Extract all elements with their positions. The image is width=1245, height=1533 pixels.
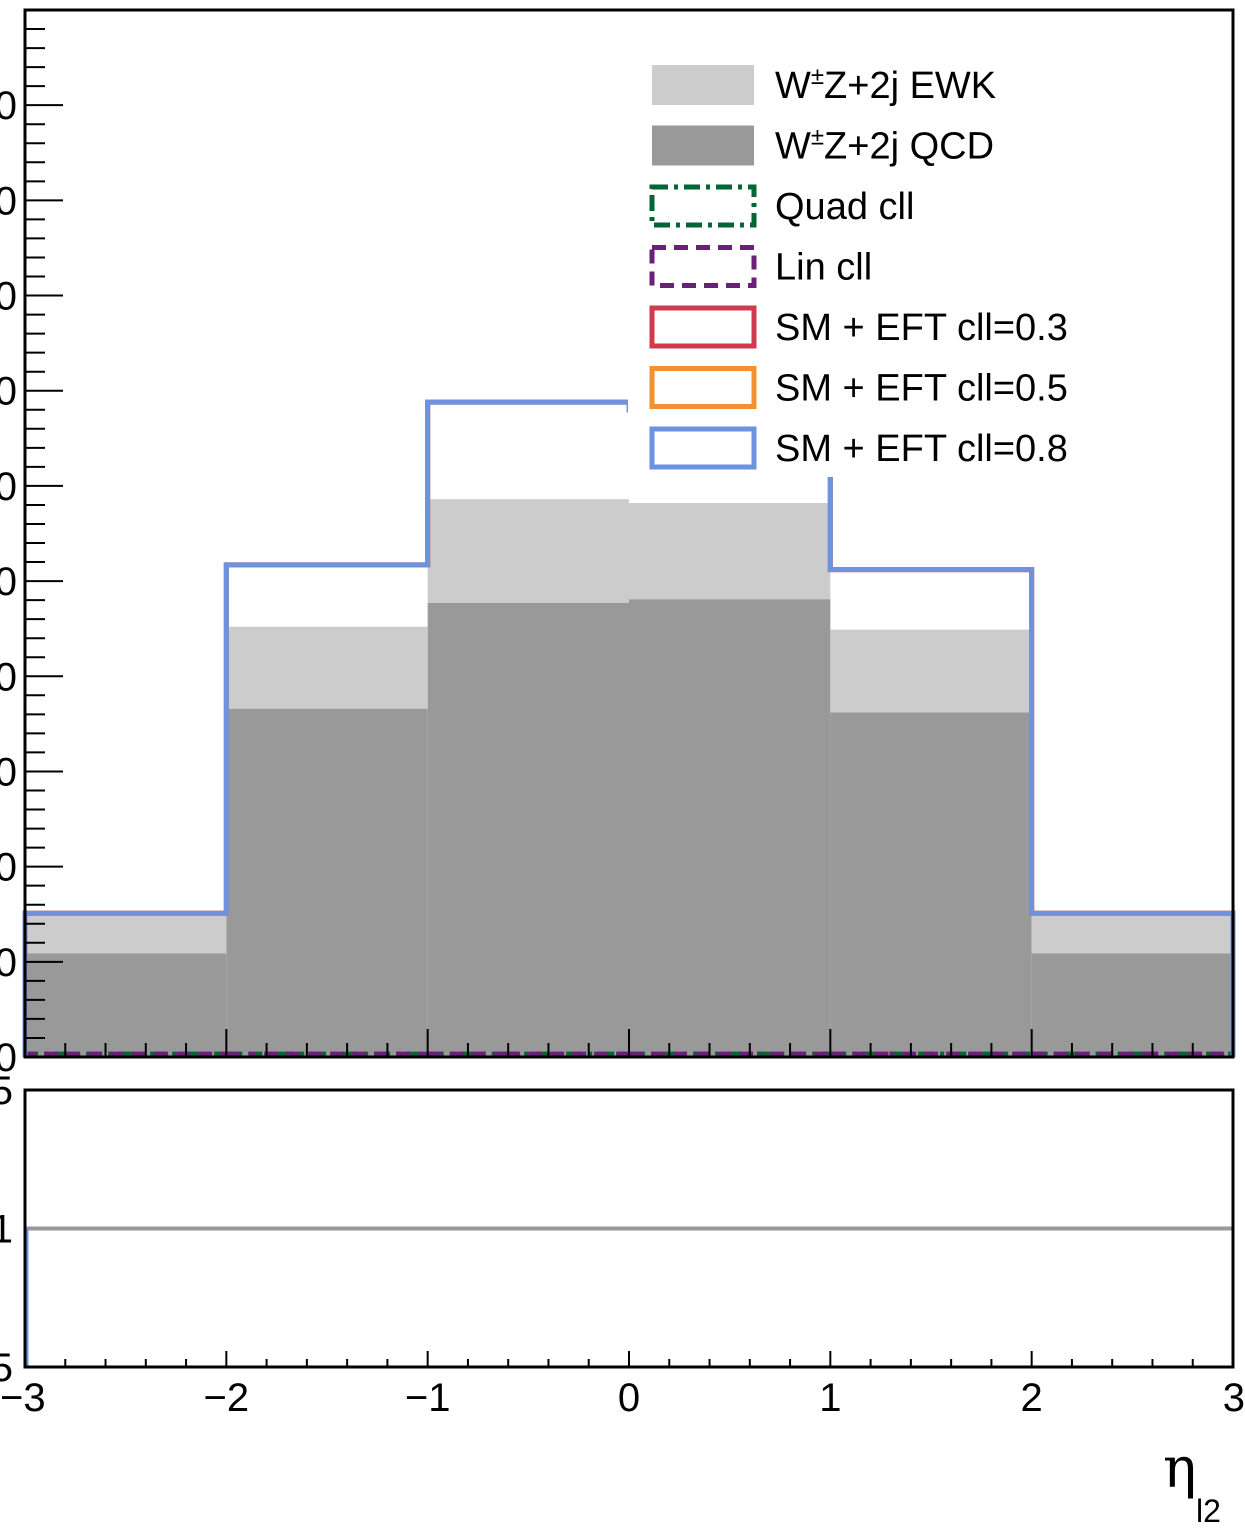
legend-background (628, 55, 1128, 477)
legend: W±Z+2j EWK W±Z+2j QCD Quad cll Lin cll SM + … (628, 55, 1128, 477)
legend-label-2: Quad cll (775, 186, 914, 228)
y-tick-label-6: 0 (0, 465, 17, 509)
bar-ewk-4 (830, 629, 1032, 713)
legend-swatch-0 (652, 65, 754, 105)
bar-ewk-0 (25, 913, 227, 954)
legend-label-0: W±Z+2j EWK (775, 63, 996, 107)
bar-qcd-4 (830, 712, 1032, 1057)
x-axis-title-subscript: l2 (1196, 1493, 1221, 1529)
y-tick-label-5: 0 (0, 560, 17, 604)
bar-qcd-0 (25, 953, 227, 1057)
y-tick-label-3: 0 (0, 750, 17, 794)
stacked-fills (25, 499, 1233, 1057)
y-tick-label-4: 0 (0, 655, 17, 699)
bar-ewk-5 (1031, 913, 1233, 954)
top-panel-ticks: 0 0 0 0 0 0 0 0 0 0 0 (0, 9, 1234, 1080)
x-axis-title: η (1163, 1436, 1197, 1501)
bar-qcd-2 (427, 602, 629, 1057)
y-tick-label-1: 0 (0, 941, 17, 985)
x-tick-label-5: 2 (1021, 1376, 1043, 1420)
bar-qcd-5 (1031, 953, 1233, 1057)
y-tick-label-7: 0 (0, 370, 17, 414)
legend-swatch-3 (649, 245, 757, 288)
legend-swatch-2 (649, 184, 757, 228)
bar-qcd-1 (226, 708, 428, 1057)
y-tick-label-9: 0 (0, 179, 17, 223)
bar-ewk-2 (427, 499, 629, 603)
bar-qcd-3 (629, 599, 831, 1057)
x-tick-label-0: −3 (0, 1376, 46, 1420)
legend-label-4: SM + EFT cll=0.3 (775, 307, 1068, 349)
legend-swatch-6 (649, 426, 757, 470)
ratio-y-tick-label-0: 5 (0, 1069, 13, 1113)
x-tick-label-1: −2 (204, 1376, 250, 1420)
ratio-y-tick-label-1: 1 (0, 1208, 13, 1252)
ratio-y-tick-label-2: 5 (0, 1346, 13, 1390)
y-tick-label-10: 0 (0, 84, 17, 128)
legend-swatch-1 (652, 125, 754, 166)
y-tick-label-8: 0 (0, 275, 17, 319)
x-tick-label-2: −1 (405, 1376, 451, 1420)
x-tick-label-6: 3 (1223, 1376, 1245, 1420)
legend-label-3: Lin cll (775, 247, 872, 289)
x-tick-label-4: 1 (819, 1376, 841, 1420)
bar-ewk-1 (226, 626, 428, 709)
legend-label-1: W±Z+2j QCD (775, 124, 994, 168)
legend-swatch-4 (649, 305, 757, 349)
bar-ewk-3 (629, 503, 831, 600)
legend-swatch-5 (649, 366, 757, 409)
y-tick-label-2: 0 (0, 846, 17, 890)
ratio-panel: 5 1 5 (0, 1069, 1235, 1390)
legend-label-6: SM + EFT cll=0.8 (775, 428, 1068, 470)
legend-label-5: SM + EFT cll=0.5 (775, 368, 1068, 410)
y-tick-label-0: 0 (0, 1036, 17, 1080)
x-tick-label-3: 0 (618, 1376, 640, 1420)
